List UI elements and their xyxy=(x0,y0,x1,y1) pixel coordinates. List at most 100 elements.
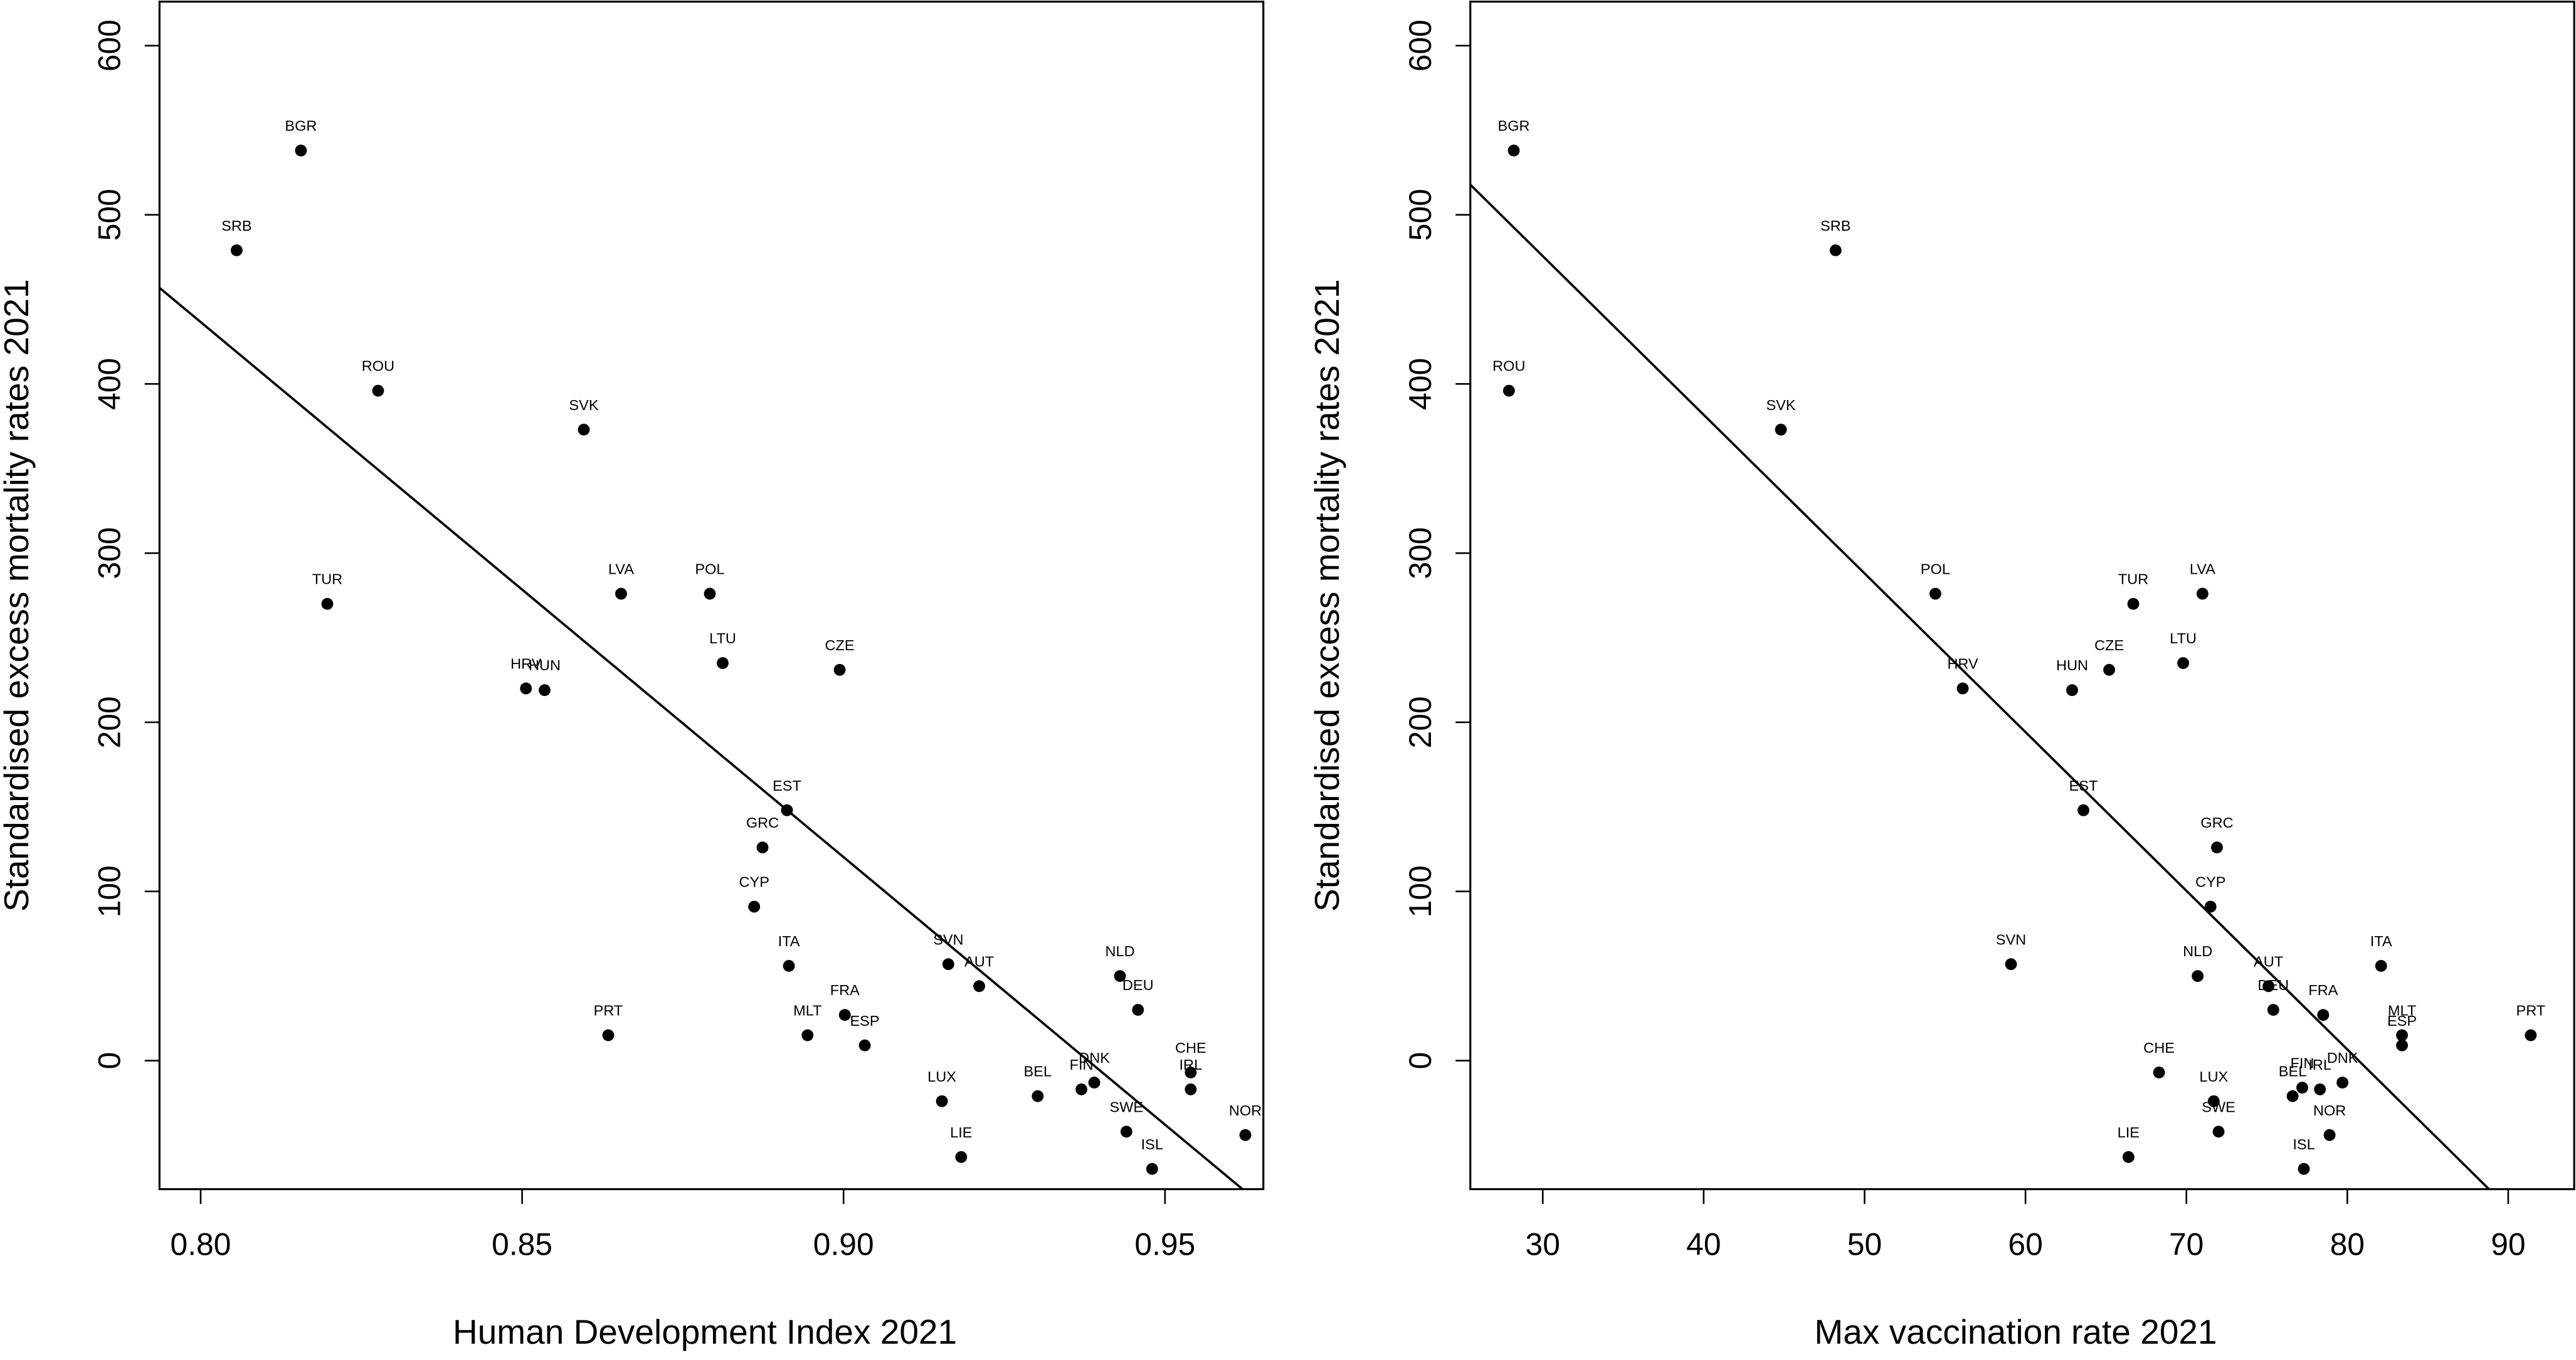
point-label: NOR xyxy=(2313,1102,2346,1119)
y-tick-label: 600 xyxy=(1403,19,1438,71)
point-label: BEL xyxy=(1024,1063,1052,1080)
point xyxy=(1114,970,1126,983)
x-axis-label: Human Development Index 2021 xyxy=(453,1312,957,1351)
point xyxy=(858,1039,871,1052)
point xyxy=(2336,1077,2349,1089)
point xyxy=(578,423,590,436)
point-label: HUN xyxy=(2056,657,2088,673)
point xyxy=(2262,980,2274,993)
point-label: LVA xyxy=(2190,561,2215,577)
point xyxy=(2323,1129,2336,1141)
fit-line xyxy=(159,287,1245,1189)
point xyxy=(973,980,985,993)
y-tick-label: 500 xyxy=(92,189,127,241)
x-tick-label: 80 xyxy=(2330,1226,2365,1262)
y-tick-label: 100 xyxy=(1403,865,1438,917)
point xyxy=(1075,1083,1087,1095)
y-tick-label: 300 xyxy=(1403,527,1438,579)
y-tick-label: 200 xyxy=(92,696,127,748)
point-label: LTU xyxy=(709,630,736,646)
point-label: FIN xyxy=(2290,1055,2314,1071)
point-label: SRB xyxy=(1820,218,1850,234)
point-label: CHE xyxy=(2143,1040,2175,1056)
x-tick-label: 0.90 xyxy=(813,1226,874,1262)
point xyxy=(801,1029,814,1041)
point-label: BEL xyxy=(2279,1063,2307,1080)
point xyxy=(1502,384,1515,397)
point-label: SVN xyxy=(933,931,963,947)
point-label: NLD xyxy=(1106,943,1135,959)
x-tick-label: 0.85 xyxy=(492,1226,552,1262)
point-label: SVK xyxy=(1766,397,1795,413)
x-axis-label: Max vaccination rate 2021 xyxy=(1814,1312,2217,1351)
point xyxy=(838,1009,851,1021)
y-tick-label: 300 xyxy=(92,527,127,579)
point xyxy=(2525,1029,2537,1041)
x-tick-label: 60 xyxy=(2008,1226,2042,1262)
point-label: ROU xyxy=(362,358,394,374)
point xyxy=(2375,960,2387,972)
point xyxy=(704,588,716,600)
point-label: PRT xyxy=(2516,1003,2545,1019)
fit-group xyxy=(1470,184,2491,1189)
point xyxy=(602,1029,615,1041)
point-label: PRT xyxy=(594,1003,623,1019)
point xyxy=(2317,1009,2330,1021)
x-tick-label: 0.80 xyxy=(171,1226,231,1262)
point-label: DEU xyxy=(2257,977,2289,993)
point xyxy=(748,900,761,913)
point-label: MLT xyxy=(793,1003,821,1019)
point-label: IRL xyxy=(1180,1057,1203,1073)
point-label: LUX xyxy=(927,1068,956,1085)
point-label: FRA xyxy=(2308,982,2338,998)
point xyxy=(1956,682,1969,695)
point-label: SVK xyxy=(569,397,598,413)
point xyxy=(2196,588,2209,600)
point-label: DEU xyxy=(1122,977,1154,993)
point xyxy=(1829,244,1842,256)
point-label: LIE xyxy=(950,1124,972,1141)
point xyxy=(2122,1151,2135,1163)
point xyxy=(942,958,954,971)
point xyxy=(1775,423,1787,436)
point xyxy=(2204,900,2217,913)
point xyxy=(936,1095,948,1107)
point-label: ESP xyxy=(850,1013,879,1029)
point xyxy=(2396,1039,2408,1052)
point-label: ESP xyxy=(2387,1013,2417,1029)
point xyxy=(833,663,846,676)
x-tick-label: 90 xyxy=(2491,1226,2525,1262)
point-label: DNK xyxy=(2327,1050,2358,1066)
point-label: BGR xyxy=(285,118,317,134)
point xyxy=(1239,1129,1252,1141)
point-label: AUT xyxy=(964,953,994,969)
point xyxy=(2296,1082,2308,1094)
y-tick-label: 400 xyxy=(92,358,127,410)
x-tick-label: 40 xyxy=(1686,1226,1721,1262)
point-label: DNK xyxy=(1079,1050,1110,1066)
point xyxy=(2127,598,2140,610)
point-label: FIN xyxy=(1070,1057,1094,1073)
point-label: MLT xyxy=(2388,1003,2416,1019)
point xyxy=(321,598,334,610)
y-tick-label: 200 xyxy=(1403,696,1438,748)
point xyxy=(230,244,243,256)
point xyxy=(615,588,627,600)
point-label: POL xyxy=(695,561,724,577)
point-label: HRV xyxy=(510,656,542,672)
point xyxy=(2314,1083,2326,1095)
y-tick-label: 100 xyxy=(92,865,127,917)
point xyxy=(295,144,307,157)
point-label: GRC xyxy=(2200,814,2233,831)
y-tick-label: 600 xyxy=(92,19,127,71)
point xyxy=(2077,804,2089,816)
point xyxy=(1120,1125,1132,1138)
point-label: GRC xyxy=(746,814,779,831)
point-label: ITA xyxy=(778,933,800,949)
point-label: NLD xyxy=(2183,943,2212,959)
point-label: TUR xyxy=(312,571,342,588)
point xyxy=(783,960,795,972)
point-label: ITA xyxy=(2370,933,2392,949)
point-label: ISL xyxy=(1141,1136,1163,1152)
